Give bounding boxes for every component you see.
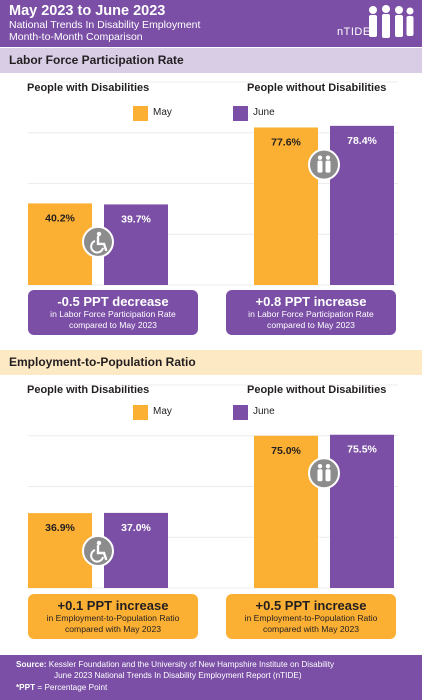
data-label-may: 75.0% — [271, 445, 301, 457]
wheelchair-icon-head — [96, 231, 102, 237]
person-icon-head — [317, 155, 323, 160]
person-icon-body — [317, 469, 323, 482]
legend-swatch-may — [133, 106, 148, 121]
bar-june — [330, 125, 394, 286]
callout-epr-with-disabilities: +0.1 PPT increase in Employment-to-Popul… — [28, 594, 198, 639]
group-title-without-disabilities: People without Disabilities — [247, 384, 387, 396]
ppt-footnote: *PPT = Percentage Point — [16, 683, 107, 694]
bar-may — [28, 513, 92, 588]
callout-lfpr-with-disabilities: -0.5 PPT decrease in Labor Force Partici… — [28, 290, 198, 335]
data-label-june: 37.0% — [121, 522, 151, 534]
section-bar-labor-force: Labor Force Participation Rate — [0, 48, 422, 73]
header-banner: May 2023 to June 2023 National Trends In… — [0, 0, 422, 47]
legend-label-june: June — [253, 107, 275, 118]
legend-swatch-june — [233, 106, 248, 121]
bar-june — [104, 512, 168, 588]
bar-may — [254, 127, 318, 285]
source-text: Source: Kessler Foundation and the Unive… — [16, 660, 416, 681]
ntide-people-logo-icon — [369, 5, 414, 38]
group-title-with-disabilities: People with Disabilities — [27, 82, 150, 94]
data-label-may: 77.6% — [271, 136, 301, 148]
callout-epr-without-disabilities: +0.5 PPT increase in Employment-to-Popul… — [226, 594, 396, 639]
legend-label-may: May — [153, 406, 172, 417]
person-icon-head — [325, 155, 331, 160]
callout-headline: +0.1 PPT increase — [57, 598, 169, 613]
legend-swatch-may — [133, 405, 148, 420]
callout-line-2: compared to May 2023 — [267, 319, 355, 330]
data-label-may: 40.2% — [45, 212, 75, 224]
data-label-june: 78.4% — [347, 135, 377, 147]
ppt-definition: = Percentage Point — [37, 683, 108, 692]
callout-line-1: in Labor Force Participation Rate — [248, 309, 374, 319]
person-icon-body — [325, 160, 331, 173]
callout-headline: +0.8 PPT increase — [255, 294, 367, 309]
person-icon-head — [325, 464, 331, 469]
callout-headline: +0.5 PPT increase — [255, 598, 367, 613]
bar-june — [104, 204, 168, 285]
page-title: May 2023 to June 2023 — [9, 3, 166, 19]
ppt-label: *PPT — [16, 683, 36, 692]
section-bar-employment-ratio: Employment-to-Population Ratio — [0, 350, 422, 375]
source-line-2: June 2023 National Trends In Disability … — [54, 670, 302, 680]
person-icon-body — [317, 160, 323, 173]
callout-line-2: compared with May 2023 — [262, 623, 359, 634]
page-subtitle-2: Month-to-Month Comparison — [9, 31, 143, 43]
footer-source: Source: Kessler Foundation and the Unive… — [0, 655, 422, 700]
source-line-1: Kessler Foundation and the University of… — [48, 660, 335, 669]
wheelchair-icon-wheel — [90, 239, 104, 254]
wheelchair-icon-head — [96, 540, 102, 546]
group-title-with-disabilities: People with Disabilities — [27, 384, 150, 396]
wheelchair-icon-body — [96, 544, 108, 561]
section-title-employment-ratio: Employment-to-Population Ratio — [9, 355, 196, 369]
group-title-without-disabilities: People without Disabilities — [247, 82, 387, 94]
legend-label-may: May — [153, 107, 172, 118]
data-label-may: 36.9% — [45, 522, 75, 534]
person-icon-body — [325, 469, 331, 482]
callout-line-2: compared with May 2023 — [64, 623, 161, 634]
data-label-june: 39.7% — [121, 213, 151, 225]
section-title-labor-force: Labor Force Participation Rate — [9, 53, 184, 67]
bar-june — [330, 434, 394, 588]
bar-may — [254, 435, 318, 588]
person-icon-head — [317, 464, 323, 469]
callout-lfpr-without-disabilities: +0.8 PPT increase in Labor Force Partici… — [226, 290, 396, 335]
wheelchair-icon-wheel — [90, 549, 104, 563]
source-label: Source: — [16, 660, 47, 669]
legend-swatch-june — [233, 405, 248, 420]
wheelchair-icon-body — [96, 235, 108, 252]
person-icon-badge — [308, 148, 340, 181]
callout-headline: -0.5 PPT decrease — [57, 294, 169, 309]
callout-line-1: in Employment-to-Population Ratio — [46, 613, 180, 623]
legend-label-june: June — [253, 406, 275, 417]
callout-line-1: in Labor Force Participation Rate — [50, 309, 176, 319]
bar-may — [28, 203, 92, 285]
person-icon-badge — [308, 457, 340, 490]
page-subtitle-1: National Trends In Disability Employment — [9, 19, 201, 31]
data-label-june: 75.5% — [347, 444, 377, 456]
ntide-logo-text: nTIDE — [337, 26, 371, 38]
callout-line-1: in Employment-to-Population Ratio — [244, 613, 378, 623]
callout-line-2: compared to May 2023 — [69, 319, 157, 330]
